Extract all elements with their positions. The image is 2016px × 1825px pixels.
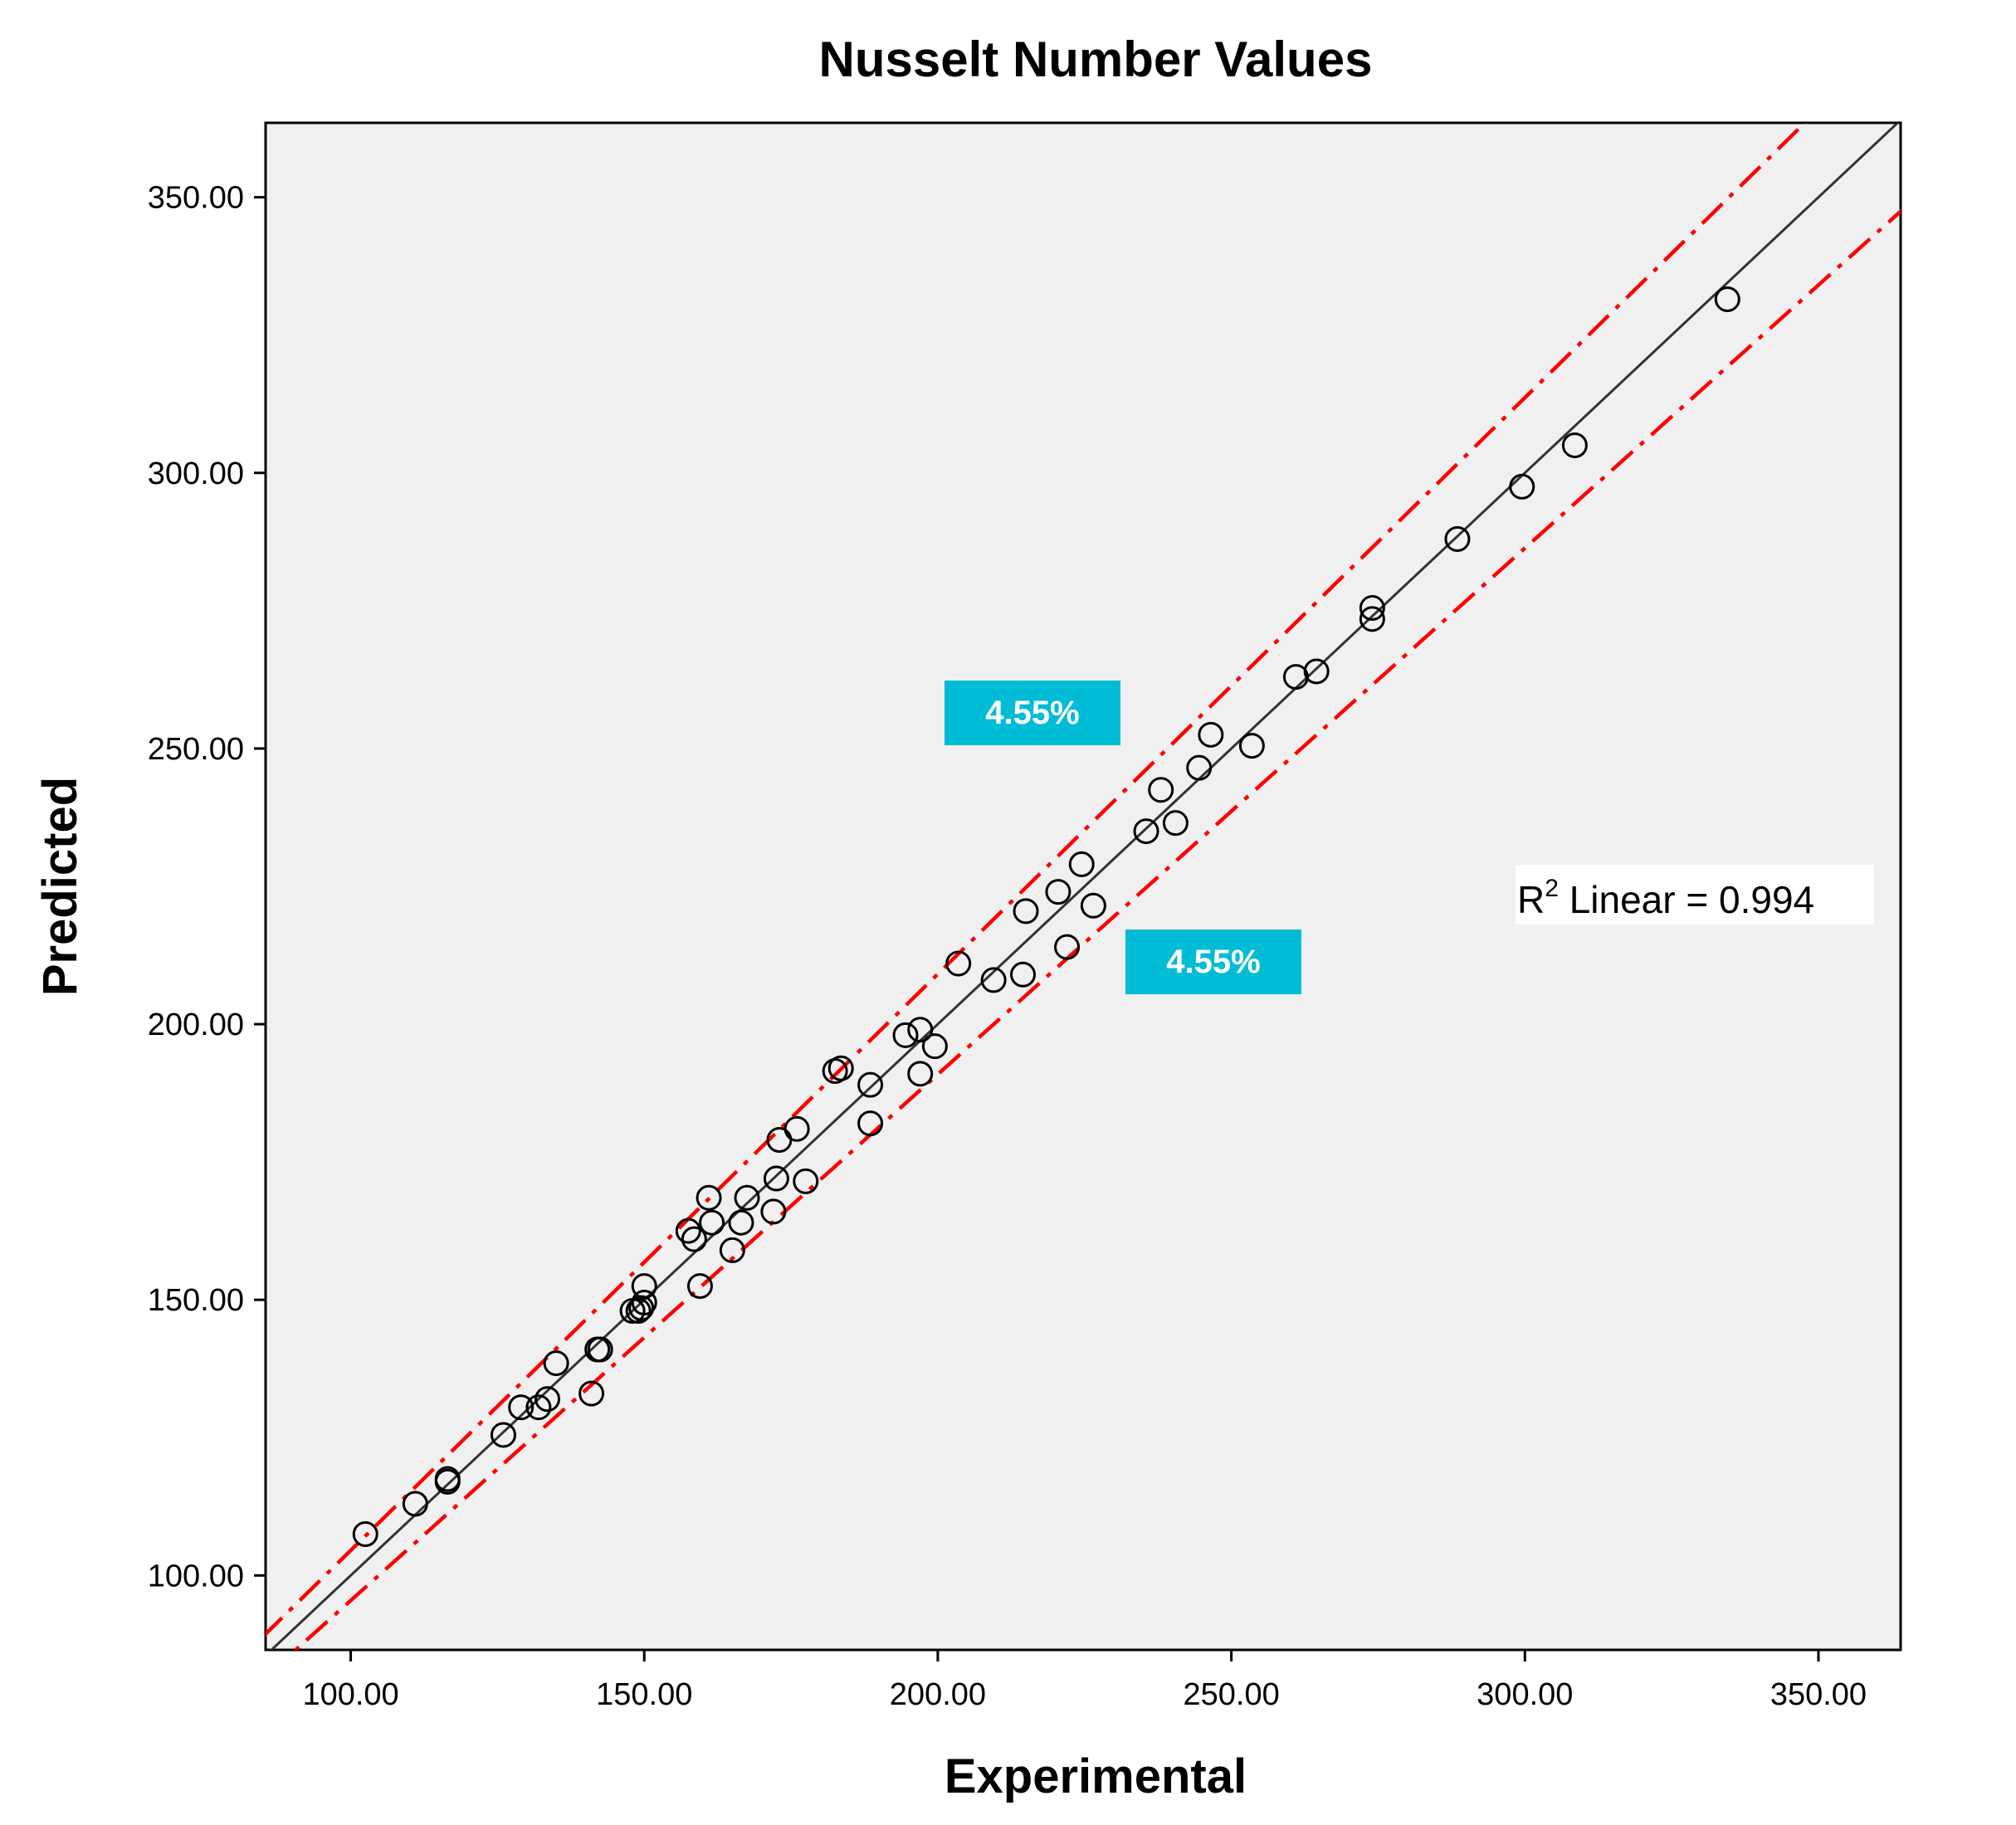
data-point: [434, 1466, 461, 1492]
x-tick-label: 150.00: [596, 1677, 692, 1712]
data-point: [793, 1168, 819, 1194]
data-point: [696, 1184, 722, 1211]
data-point: [907, 1017, 934, 1043]
data-point: [1238, 733, 1265, 759]
data-point: [402, 1491, 428, 1517]
data-point: [857, 1110, 884, 1137]
fit-line: [269, 123, 1900, 1650]
data-point: [1045, 879, 1071, 905]
y-axis-ticks: 100.00 150.00 200.00 250.00 300.00 350.00: [148, 181, 266, 1593]
data-point: [1162, 810, 1189, 837]
x-tick-label: 100.00: [302, 1677, 398, 1712]
data-point: [1009, 961, 1036, 988]
chart-title: Nusselt Number Values: [819, 32, 1373, 87]
data-point: [686, 1273, 713, 1300]
data-point: [625, 1297, 652, 1324]
data-point: [945, 950, 972, 977]
data-point: [699, 1209, 725, 1236]
points-layer: [352, 286, 1740, 1548]
lower-bound-line: [292, 208, 1901, 1650]
data-point: [352, 1521, 378, 1548]
upper-badge-box: [945, 681, 1120, 745]
upper-badge-label: 4.55%: [985, 695, 1079, 731]
data-point: [1509, 473, 1535, 500]
data-point: [1148, 777, 1174, 803]
r2-value: Linear = 0.994: [1559, 878, 1814, 921]
data-point: [827, 1055, 854, 1081]
r2-prefix: R: [1517, 878, 1545, 921]
data-point: [892, 1022, 919, 1048]
data-point: [535, 1386, 561, 1413]
data-point: [525, 1394, 552, 1421]
x-tick-label: 250.00: [1183, 1677, 1279, 1712]
data-point: [508, 1394, 535, 1421]
r2-box: [1516, 865, 1874, 925]
data-point: [681, 1226, 707, 1252]
x-tick-label: 300.00: [1477, 1677, 1573, 1712]
data-point: [763, 1165, 789, 1192]
data-point: [631, 1290, 657, 1316]
x-tick-label: 200.00: [890, 1677, 986, 1712]
data-point: [1054, 934, 1081, 960]
data-point: [760, 1198, 787, 1225]
data-point: [1068, 851, 1095, 877]
lower-badge-box: [1125, 930, 1301, 994]
data-point: [907, 1061, 934, 1087]
y-axis-label: Predicted: [33, 777, 87, 996]
lower-badge-label: 4.55%: [1166, 944, 1260, 980]
data-point: [1013, 898, 1039, 925]
data-point: [1444, 526, 1471, 553]
data-point: [543, 1350, 569, 1377]
data-point: [728, 1209, 754, 1236]
data-point: [719, 1237, 745, 1263]
data-point: [1359, 606, 1385, 632]
upper-bound-line: [266, 123, 1808, 1637]
data-point: [578, 1380, 605, 1407]
y-tick-label: 250.00: [148, 732, 244, 767]
data-point: [1198, 721, 1224, 748]
y-tick-label: 300.00: [148, 456, 244, 491]
data-point: [587, 1336, 613, 1363]
y-tick-label: 200.00: [148, 1008, 244, 1042]
data-point: [921, 1033, 948, 1060]
data-point: [783, 1115, 810, 1142]
data-point: [980, 967, 1007, 993]
lower-bound-badge: 4.55%: [1125, 930, 1301, 994]
lines-layer: [266, 123, 1901, 1650]
data-point: [1186, 754, 1213, 781]
y-tick-label: 150.00: [148, 1283, 244, 1318]
x-tick-label: 350.00: [1770, 1677, 1867, 1712]
y-tick-label: 350.00: [148, 181, 244, 216]
data-point: [1561, 432, 1588, 459]
data-point: [1714, 286, 1740, 313]
data-point: [734, 1184, 760, 1211]
data-point: [1133, 818, 1159, 845]
data-point: [1080, 892, 1106, 919]
r2-superscript: 2: [1545, 875, 1559, 902]
x-axis-label: Experimental: [945, 1749, 1247, 1803]
upper-bound-badge: 4.55%: [945, 681, 1120, 745]
r2-label: R2 Linear = 0.994: [1517, 875, 1814, 921]
data-point: [631, 1273, 657, 1300]
data-point: [857, 1071, 884, 1098]
y-tick-label: 100.00: [148, 1559, 244, 1593]
data-point: [490, 1422, 516, 1448]
x-axis-ticks: 100.00 150.00 200.00 250.00 300.00 350.00: [302, 1650, 1867, 1712]
data-point: [1303, 658, 1330, 685]
r2-annotation: R2 Linear = 0.994: [1516, 865, 1874, 925]
data-point: [675, 1217, 701, 1244]
data-point: [1359, 595, 1385, 622]
